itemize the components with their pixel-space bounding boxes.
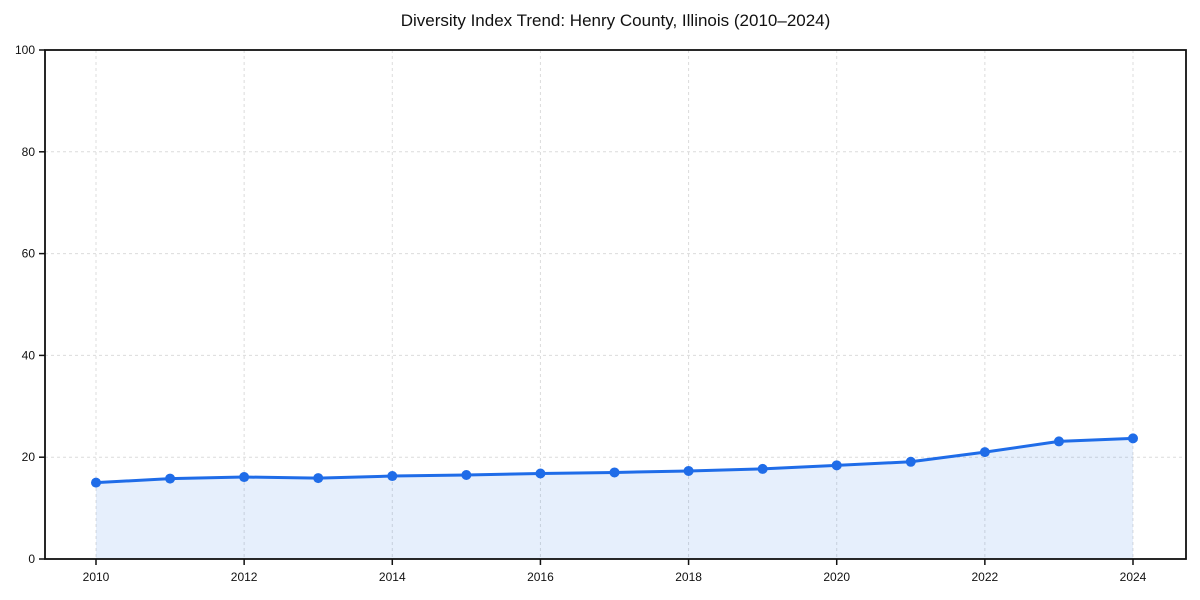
x-tick-label: 2024 (1120, 570, 1147, 584)
data-point (535, 468, 546, 479)
data-point (757, 463, 768, 474)
data-point (239, 472, 250, 483)
x-tick-label: 2020 (823, 570, 850, 584)
plot-border (44, 49, 1187, 560)
data-point (609, 467, 620, 478)
y-tick-label: 60 (22, 247, 36, 261)
y-tick-label: 40 (22, 348, 36, 362)
data-point (461, 470, 472, 481)
data-point (683, 465, 694, 476)
data-point (905, 456, 916, 467)
y-tick-label: 80 (22, 145, 36, 159)
area-fill (96, 438, 1133, 559)
data-point (1128, 433, 1138, 444)
x-tick-label: 2018 (675, 570, 702, 584)
data-point (979, 447, 990, 458)
data-point (831, 460, 842, 471)
data-point (91, 477, 101, 488)
data-point (1053, 436, 1064, 447)
x-tick-label: 2022 (972, 570, 999, 584)
y-tick-label: 0 (28, 552, 35, 566)
data-point (165, 473, 176, 484)
y-tick-label: 20 (22, 450, 36, 464)
data-point (387, 471, 398, 482)
data-point (313, 473, 324, 484)
x-tick-label: 2010 (83, 570, 110, 584)
x-tick-label: 2012 (231, 570, 258, 584)
x-tick-label: 2016 (527, 570, 554, 584)
x-tick-label: 2014 (379, 570, 406, 584)
y-tick-label: 100 (15, 43, 35, 57)
chart-title: Diversity Index Trend: Henry County, Ill… (400, 11, 831, 30)
